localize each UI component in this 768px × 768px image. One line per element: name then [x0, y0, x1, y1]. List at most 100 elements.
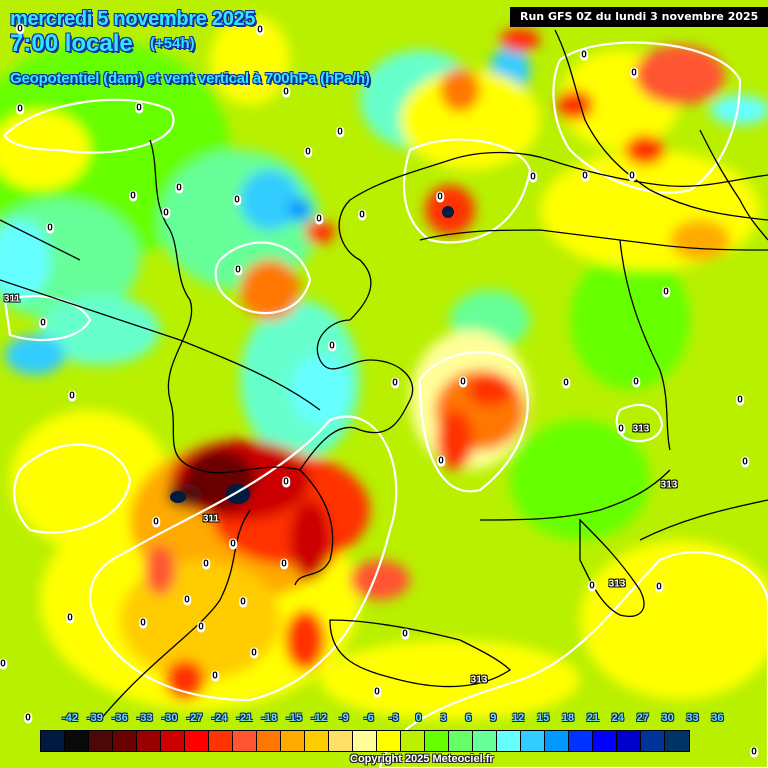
- legend-tick: 27: [636, 712, 649, 724]
- contour-label-zero: 0: [662, 286, 670, 298]
- vertical-wind-field: [0, 15, 768, 720]
- coastlines-borders: [0, 29, 768, 721]
- contour-label-zero: 0: [175, 182, 183, 194]
- geopotential-label: 313: [608, 578, 626, 590]
- contour-label-zero: 0: [39, 317, 47, 329]
- legend-tick: 0: [415, 712, 422, 724]
- legend-tick: 21: [586, 712, 600, 724]
- legend-swatch: [425, 731, 449, 751]
- contour-label-zero: 0: [129, 190, 137, 202]
- legend-swatch: [353, 731, 377, 751]
- legend-tick: 15: [536, 712, 550, 724]
- contour-label-zero: 0: [358, 209, 366, 221]
- legend-swatch: [161, 731, 185, 751]
- model-run-info: Run GFS 0Z du lundi 3 novembre 2025: [510, 7, 768, 27]
- contour-label-zero: 0: [233, 194, 241, 206]
- contour-label-zero: 0: [68, 390, 76, 402]
- copyright-notice: Copyright 2025 Meteociel.fr: [350, 753, 494, 765]
- contour-label-zero: 0: [256, 24, 264, 36]
- legend-tick: -36: [111, 712, 128, 724]
- legend-swatch: [41, 731, 65, 751]
- contour-label-zero: 0: [459, 376, 467, 388]
- legend-tick: -18: [261, 712, 278, 724]
- contour-label-zero: 0: [588, 580, 596, 592]
- legend-tick: -42: [62, 712, 78, 724]
- forecast-time: 7:00 locale: [10, 30, 133, 57]
- contour-label-zero: 0: [0, 658, 7, 670]
- legend-swatch: [641, 731, 665, 751]
- contour-label-zero: 0: [628, 170, 636, 182]
- legend-swatch: [521, 731, 545, 751]
- contour-label-zero: 0: [315, 213, 323, 225]
- legend-tick: 18: [561, 712, 575, 724]
- legend-tick: -12: [311, 712, 327, 724]
- contour-label-zero: 0: [529, 171, 537, 183]
- legend-swatch: [257, 731, 281, 751]
- contour-label-zero: 0: [24, 712, 32, 724]
- legend-swatch: [593, 731, 617, 751]
- contour-label-zero: 0: [239, 596, 247, 608]
- legend-tick: -33: [136, 712, 153, 724]
- contour-label-zero: 0: [741, 456, 749, 468]
- legend-tick: -39: [86, 712, 103, 724]
- color-scale-legend: [40, 730, 690, 752]
- legend-tick: 36: [711, 712, 724, 724]
- legend-swatch: [329, 731, 353, 751]
- contour-label-zero: 0: [617, 423, 625, 435]
- contour-label-zero: 0: [436, 191, 444, 203]
- contour-label-zero: 0: [282, 476, 290, 488]
- legend-tick: -24: [211, 712, 228, 724]
- contour-label-zero: 0: [46, 222, 54, 234]
- contour-label-zero: 0: [336, 126, 344, 138]
- legend-swatch: [305, 731, 329, 751]
- contour-label-zero: 0: [16, 23, 24, 35]
- legend-swatch: [209, 731, 233, 751]
- legend-tick: 12: [512, 712, 525, 724]
- legend-tick: -21: [236, 712, 253, 724]
- legend-tick: 6: [465, 712, 472, 724]
- legend-swatch: [497, 731, 521, 751]
- geopotential-label: 311: [202, 513, 220, 525]
- contour-label-zero: 0: [630, 67, 638, 79]
- geopotential-label: 313: [470, 674, 488, 686]
- legend-tick: 9: [490, 712, 497, 724]
- contour-label-zero: 0: [250, 647, 258, 659]
- legend-swatch: [185, 731, 209, 751]
- legend-swatch: [89, 731, 113, 751]
- legend-swatch: [401, 731, 425, 751]
- contour-label-zero: 0: [229, 538, 237, 550]
- contour-label-zero: 0: [373, 686, 381, 698]
- legend-tick: -6: [363, 712, 374, 724]
- contour-label-zero: 0: [401, 628, 409, 640]
- legend-swatch: [617, 731, 641, 751]
- legend-swatch: [113, 731, 137, 751]
- contour-label-zero: 0: [66, 612, 74, 624]
- contour-label-zero: 0: [234, 264, 242, 276]
- legend-swatch: [65, 731, 89, 751]
- legend-tick: 33: [686, 712, 699, 724]
- contour-label-zero: 0: [280, 558, 288, 570]
- legend-swatch: [569, 731, 593, 751]
- contour-label-zero: 0: [736, 394, 744, 406]
- map-parameter-title: Geopotentiel (dam) et vent vertical à 70…: [10, 70, 370, 87]
- contour-label-zero: 0: [437, 455, 445, 467]
- contour-label-zero: 0: [282, 86, 290, 98]
- contour-label-zero: 0: [581, 170, 589, 182]
- contour-label-zero: 0: [139, 617, 147, 629]
- legend-swatch: [545, 731, 569, 751]
- legend-tick: -15: [286, 712, 303, 724]
- legend-swatch: [665, 731, 689, 751]
- geopotential-label: 311: [3, 293, 21, 305]
- contour-label-zero: 0: [304, 146, 312, 158]
- contour-label-zero: 0: [328, 340, 336, 352]
- contour-label-zero: 0: [562, 377, 570, 389]
- contour-label-zero: 0: [632, 376, 640, 388]
- geopotential-label: 313: [660, 479, 678, 491]
- forecast-lead-time: (+54h): [150, 35, 195, 52]
- legend-tick: 24: [611, 712, 624, 724]
- contour-label-zero: 0: [197, 621, 205, 633]
- legend-swatch: [377, 731, 401, 751]
- zero-contours: [3, 41, 768, 768]
- legend-swatch: [281, 731, 305, 751]
